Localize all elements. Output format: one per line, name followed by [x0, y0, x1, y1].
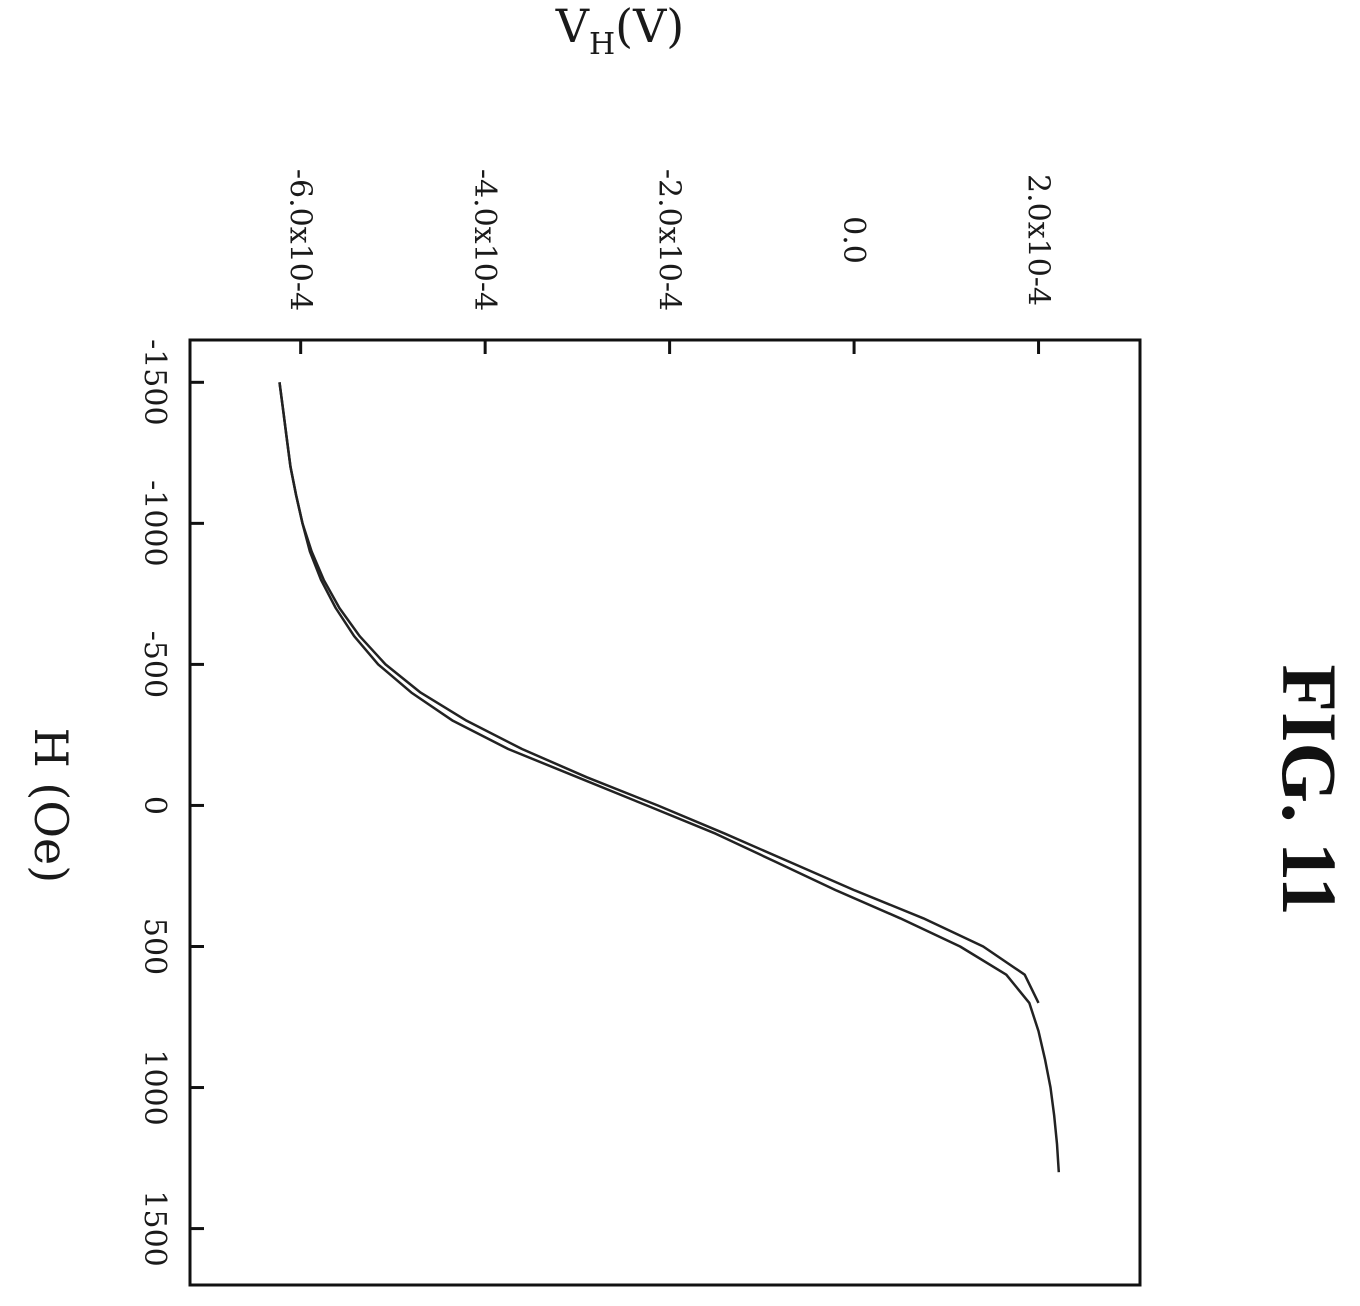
x-axis-ticks: -1500 -1000 -500 0 500 1000 1500 [137, 339, 204, 1267]
y-tick-label: -4.0x10-4 [467, 169, 502, 311]
x-tick-label: -1500 [137, 339, 172, 425]
x-tick-label: 1500 [137, 1190, 172, 1266]
figure-label: FIG. 11 [1266, 664, 1353, 915]
series-line-1 [278, 382, 1040, 1004]
plot-curves [278, 382, 1061, 1173]
x-tick-label: 0 [137, 796, 172, 815]
y-axis-title-main: V [555, 0, 590, 53]
y-axis-title-unit: (V) [615, 0, 684, 53]
y-axis-title: VH(V) [555, 0, 685, 62]
x-tick-label: -1000 [137, 480, 172, 566]
y-tick-label: -2.0x10-4 [652, 169, 687, 311]
y-tick-label: 0.0 [836, 216, 871, 264]
plot-area-frame [188, 338, 1142, 1287]
x-tick-label: 1000 [137, 1049, 172, 1125]
x-tick-label: -500 [137, 631, 172, 698]
y-axis-title-sub: H [589, 27, 615, 62]
y-tick-label: 2.0x10-4 [1021, 174, 1056, 306]
y-tick-label: -6.0x10-4 [283, 169, 318, 311]
x-tick-label: 500 [137, 918, 172, 975]
series-line-2 [278, 382, 1061, 1173]
y-axis-ticks: -6.0x10-4 -4.0x10-4 -2.0x10-4 0.0 2.0x10-4 [283, 169, 1056, 354]
x-axis-title: H (Oe) [24, 728, 78, 884]
